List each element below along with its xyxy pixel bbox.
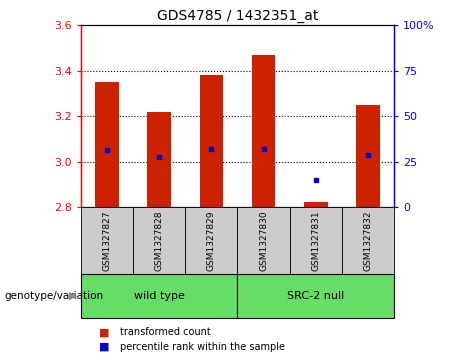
Bar [304, 202, 327, 207]
Text: GSM1327832: GSM1327832 [364, 210, 372, 271]
Bar [133, 207, 185, 274]
Text: GSM1327830: GSM1327830 [259, 210, 268, 271]
Bar [252, 55, 275, 207]
Text: GSM1327829: GSM1327829 [207, 210, 216, 271]
Bar [95, 82, 118, 207]
Bar [290, 207, 342, 274]
Bar [200, 76, 223, 207]
Bar [81, 207, 133, 274]
Bar [342, 207, 394, 274]
Bar [148, 111, 171, 207]
Text: GSM1327828: GSM1327828 [154, 210, 164, 271]
Text: wild type: wild type [134, 291, 184, 301]
Title: GDS4785 / 1432351_at: GDS4785 / 1432351_at [157, 9, 318, 23]
Bar [356, 105, 380, 207]
Text: genotype/variation: genotype/variation [5, 291, 104, 301]
Text: GSM1327831: GSM1327831 [311, 210, 320, 271]
Text: ▶: ▶ [69, 291, 77, 301]
Bar [237, 274, 394, 318]
Text: transformed count: transformed count [120, 327, 211, 337]
Bar [237, 207, 290, 274]
Text: percentile rank within the sample: percentile rank within the sample [120, 342, 285, 352]
Text: GSM1327827: GSM1327827 [102, 210, 111, 271]
Bar [185, 207, 237, 274]
Text: ■: ■ [99, 342, 110, 352]
Bar [81, 274, 237, 318]
Text: ■: ■ [99, 327, 110, 337]
Text: SRC-2 null: SRC-2 null [287, 291, 344, 301]
